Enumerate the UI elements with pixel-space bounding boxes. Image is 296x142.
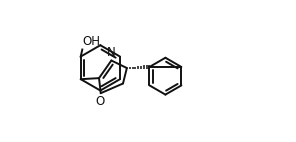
Text: O: O <box>95 95 104 108</box>
Text: OH: OH <box>82 35 100 48</box>
Text: N: N <box>107 46 115 59</box>
